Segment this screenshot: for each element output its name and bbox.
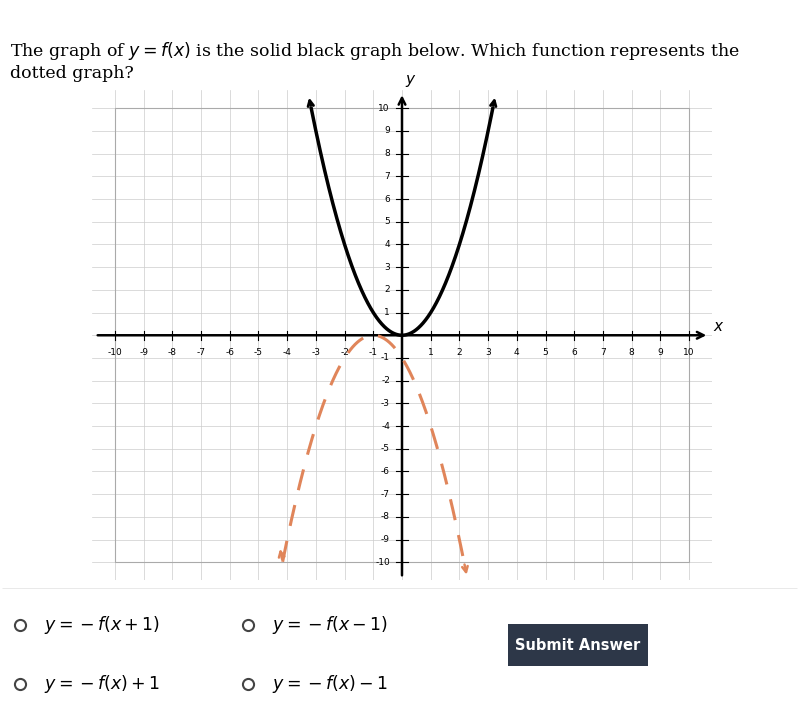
- Text: -5: -5: [254, 348, 263, 357]
- Text: -8: -8: [168, 348, 177, 357]
- Text: 9: 9: [384, 126, 390, 136]
- Text: 5: 5: [384, 217, 390, 226]
- Text: 3: 3: [486, 348, 491, 357]
- Text: 10: 10: [683, 348, 694, 357]
- Text: -6: -6: [226, 348, 234, 357]
- Text: 6: 6: [384, 195, 390, 203]
- Text: 4: 4: [384, 240, 390, 249]
- Text: $y = -f(x-1)$: $y = -f(x-1)$: [272, 614, 388, 636]
- Text: 7: 7: [600, 348, 606, 357]
- Text: -1: -1: [381, 353, 390, 363]
- Text: -2: -2: [340, 348, 349, 357]
- Text: 8: 8: [384, 149, 390, 158]
- Text: 6: 6: [571, 348, 577, 357]
- Text: 2: 2: [384, 286, 390, 294]
- Text: -4: -4: [381, 422, 390, 430]
- Text: -9: -9: [381, 535, 390, 544]
- Text: 1: 1: [428, 348, 434, 357]
- Text: The graph of $y = f(x)$ is the solid black graph below. Which function represent: The graph of $y = f(x)$ is the solid bla…: [10, 40, 740, 62]
- Text: -10: -10: [375, 558, 390, 567]
- Text: 5: 5: [542, 348, 548, 357]
- Text: dotted graph?: dotted graph?: [10, 65, 134, 82]
- Text: -8: -8: [381, 513, 390, 521]
- Text: $y = -f(x+1)$: $y = -f(x+1)$: [44, 614, 160, 636]
- Text: -9: -9: [139, 348, 148, 357]
- Text: -3: -3: [311, 348, 320, 357]
- Text: -7: -7: [381, 490, 390, 499]
- Text: $y$: $y$: [405, 73, 417, 89]
- Text: 3: 3: [384, 262, 390, 272]
- Text: $y = -f(x)-1$: $y = -f(x)-1$: [272, 673, 388, 694]
- Text: $y = -f(x)+1$: $y = -f(x)+1$: [44, 673, 160, 694]
- Text: -4: -4: [282, 348, 292, 357]
- Text: $x$: $x$: [714, 319, 725, 334]
- Text: 2: 2: [457, 348, 462, 357]
- Text: Submit Answer: Submit Answer: [515, 638, 641, 653]
- Text: 1: 1: [384, 308, 390, 317]
- Text: 4: 4: [514, 348, 520, 357]
- Text: -3: -3: [381, 399, 390, 408]
- Text: -7: -7: [197, 348, 206, 357]
- Text: -5: -5: [381, 444, 390, 454]
- Text: 8: 8: [629, 348, 634, 357]
- Text: -1: -1: [369, 348, 378, 357]
- Text: 7: 7: [384, 172, 390, 181]
- Text: 10: 10: [378, 104, 390, 112]
- Text: 9: 9: [658, 348, 663, 357]
- Text: -10: -10: [107, 348, 122, 357]
- Text: -2: -2: [381, 376, 390, 385]
- Text: -6: -6: [381, 467, 390, 476]
